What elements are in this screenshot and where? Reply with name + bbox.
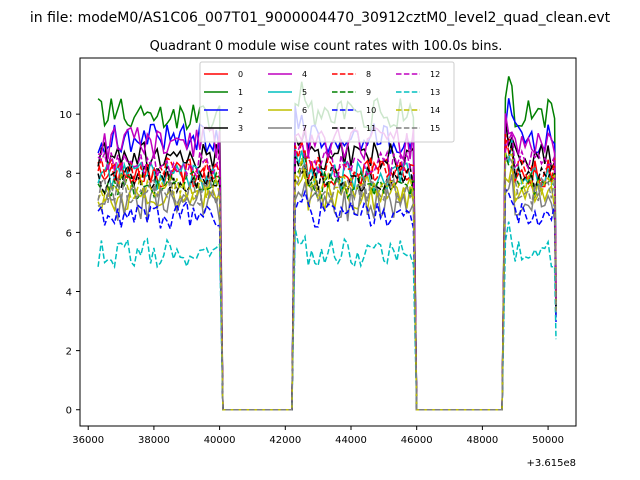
legend-label-9: 9 (366, 88, 371, 97)
y-tick-label: 6 (66, 228, 72, 239)
legend-label-3: 3 (238, 124, 243, 133)
figure-suptitle: in file: modeM0/AS1C06_007T01_9000004470… (30, 10, 611, 26)
y-tick-label: 4 (66, 288, 72, 299)
legend-label-15: 15 (430, 124, 440, 133)
series-line-10 (97, 186, 557, 411)
legend-label-2: 2 (238, 106, 243, 115)
legend-label-11: 11 (366, 124, 376, 133)
legend-label-8: 8 (366, 70, 371, 79)
legend-label-1: 1 (238, 88, 243, 97)
legend-label-4: 4 (302, 70, 307, 79)
series-line-15 (97, 154, 557, 411)
x-tick-label: 40000 (204, 435, 236, 446)
plot-frame (79, 57, 577, 427)
y-axis: 0 2 4 6 8 10 (59, 110, 80, 417)
series-line-12 (97, 129, 557, 411)
legend-label-13: 13 (430, 88, 440, 97)
x-tick-label: 36000 (72, 435, 104, 446)
legend-label-10: 10 (366, 106, 376, 115)
x-axis: 36000 38000 40000 42000 44000 46000 48000 50000 (72, 426, 564, 446)
series-line-8 (97, 133, 557, 411)
legend-label-5: 5 (302, 88, 307, 97)
x-tick-label: 44000 (335, 435, 367, 446)
legend-label-0: 0 (238, 70, 243, 79)
x-tick-label: 46000 (401, 435, 433, 446)
x-offset-label: +3.615e8 (526, 458, 576, 469)
legend-label-7: 7 (302, 124, 307, 133)
series-line-14 (97, 152, 557, 411)
chart-title: Quadrant 0 module wise count rates with … (150, 39, 503, 54)
legend-frame (199, 61, 455, 143)
y-tick-label: 2 (66, 347, 72, 358)
x-tick-label: 42000 (269, 435, 301, 446)
y-tick-label: 10 (59, 110, 72, 121)
series-line-13 (97, 221, 557, 411)
y-tick-label: 8 (66, 169, 72, 180)
x-tick-label: 50000 (532, 435, 564, 446)
y-tick-label: 0 (66, 406, 72, 417)
x-tick-label: 48000 (466, 435, 498, 446)
legend-label-14: 14 (430, 106, 440, 115)
x-tick-label: 38000 (138, 435, 170, 446)
legend-label-12: 12 (430, 70, 440, 79)
legend-label-6: 6 (302, 106, 307, 115)
